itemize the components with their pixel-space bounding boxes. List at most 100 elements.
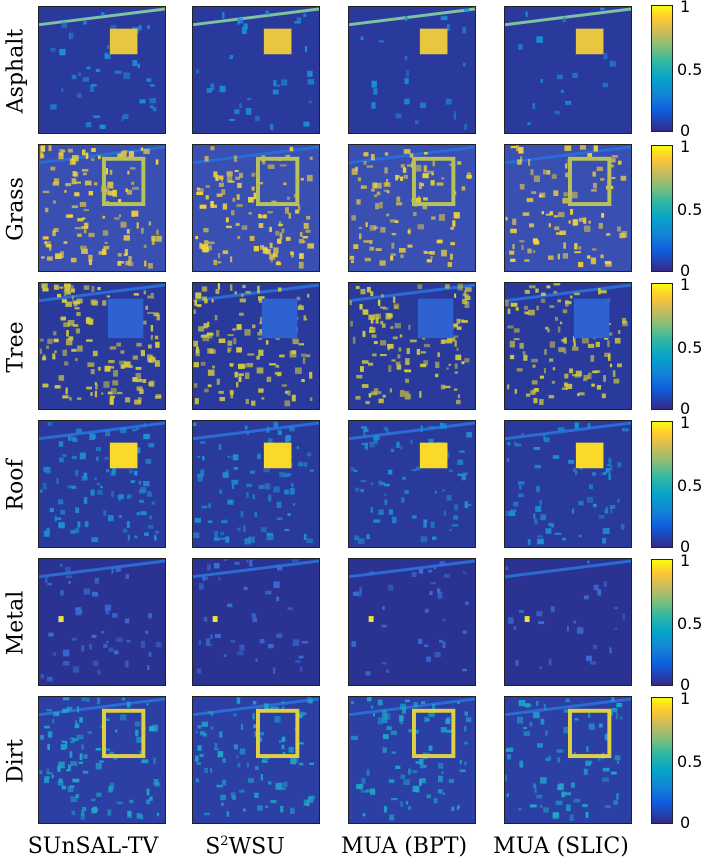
map-pixel-cluster — [263, 468, 270, 473]
map-pixel-cluster — [85, 122, 92, 128]
map-pixel-cluster — [196, 191, 204, 196]
map-feature — [524, 616, 530, 622]
map-pixel-cluster — [227, 349, 230, 353]
row-label-tree: Tree — [0, 282, 32, 412]
map-pixel-cluster — [71, 455, 77, 459]
map-pixel-cluster — [140, 511, 147, 516]
map-pixel-cluster — [307, 79, 315, 85]
map-pixel-cluster — [197, 725, 202, 729]
map-pixel-cluster — [381, 294, 384, 298]
map-pixel-cluster — [251, 400, 256, 406]
map-pixel-cluster — [609, 60, 616, 67]
map-pixel-cluster — [135, 366, 142, 370]
map-pixel-cluster — [426, 794, 431, 799]
map-pixel-cluster — [561, 537, 566, 541]
map-pixel-cluster — [229, 55, 234, 60]
map-pixel-cluster — [215, 289, 220, 295]
map-pixel-cluster — [125, 618, 130, 624]
map-pixel-cluster — [509, 354, 515, 360]
map-pixel-cluster — [382, 734, 389, 740]
map-pixel-cluster — [251, 172, 256, 177]
map-pixel-cluster — [562, 253, 568, 259]
map-pixel-cluster — [60, 316, 66, 321]
map-pixel-cluster — [132, 355, 138, 360]
map-background — [193, 421, 319, 547]
map-pixel-cluster — [86, 66, 91, 70]
map-pixel-cluster — [520, 433, 525, 436]
map-pixel-cluster — [564, 373, 569, 379]
map-pixel-cluster — [127, 493, 132, 498]
map-pixel-cluster — [95, 446, 101, 452]
map-pixel-cluster — [595, 341, 600, 348]
map-pixel-cluster — [97, 287, 101, 291]
map-pixel-cluster — [605, 467, 611, 473]
map-pixel-cluster — [407, 244, 413, 248]
map-pixel-cluster — [445, 98, 452, 105]
map-pixel-cluster — [91, 83, 97, 87]
map-pixel-cluster — [81, 809, 84, 816]
map-pixel-cluster — [367, 362, 374, 366]
map-pixel-cluster — [117, 495, 122, 499]
map-pixel-cluster — [411, 571, 417, 578]
map-pixel-cluster — [349, 255, 355, 260]
map-pixel-cluster — [611, 176, 616, 180]
map-pixel-cluster — [217, 261, 222, 264]
map-pixel-cluster — [239, 298, 246, 303]
map-pixel-cluster — [62, 349, 68, 357]
map-pixel-cluster — [357, 177, 362, 182]
map-pixel-cluster — [510, 509, 517, 512]
map-pixel-cluster — [236, 651, 244, 656]
map-feature — [102, 156, 146, 207]
map-pixel-cluster — [370, 507, 374, 513]
map-pixel-cluster — [81, 806, 87, 812]
map-pixel-cluster — [452, 220, 456, 227]
map-pixel-cluster — [406, 348, 410, 354]
map-pixel-cluster — [247, 353, 255, 356]
map-pixel-cluster — [441, 249, 447, 257]
map-pixel-cluster — [375, 318, 379, 324]
map-pixel-cluster — [428, 425, 435, 429]
map-pixel-cluster — [557, 784, 562, 791]
map-pixel-cluster — [395, 174, 398, 181]
map-pixel-cluster — [130, 167, 136, 170]
map-background — [505, 559, 631, 685]
map-pixel-cluster — [53, 284, 59, 290]
map-pixel-cluster — [428, 745, 433, 751]
map-pixel-cluster — [103, 643, 108, 648]
map-pixel-cluster — [464, 123, 468, 130]
map-pixel-cluster — [522, 351, 526, 355]
map-pixel-cluster — [354, 535, 360, 541]
map-pixel-cluster — [273, 80, 277, 87]
map-pixel-cluster — [276, 517, 283, 521]
map-pixel-cluster — [388, 779, 395, 783]
map-pixel-cluster — [620, 523, 625, 530]
map-pixel-cluster — [204, 299, 208, 304]
map-pixel-cluster — [216, 193, 223, 197]
colorbar — [651, 145, 673, 272]
map-pixel-cluster — [105, 608, 110, 615]
map-pixel-cluster — [203, 812, 210, 816]
map-pixel-cluster — [404, 391, 409, 394]
map-pixel-cluster — [377, 301, 381, 305]
map-pixel-cluster — [392, 336, 398, 340]
map-pixel-cluster — [70, 796, 78, 803]
map-pixel-cluster — [309, 397, 313, 401]
map-pixel-cluster — [92, 350, 98, 357]
map-pixel-cluster — [420, 102, 426, 109]
map-pixel-cluster — [117, 391, 123, 395]
map-pixel-cluster — [225, 225, 232, 229]
map-pixel-cluster — [236, 755, 239, 759]
map-pixel-cluster — [81, 226, 88, 230]
map-pixel-cluster — [273, 247, 279, 254]
map-pixel-cluster — [214, 748, 219, 751]
map-pixel-cluster — [69, 396, 72, 401]
map-pixel-cluster — [42, 236, 49, 240]
map-pixel-cluster — [540, 718, 545, 725]
map-pixel-cluster — [299, 231, 303, 237]
map-pixel-cluster — [125, 397, 131, 403]
map-pixel-cluster — [306, 538, 314, 543]
map-pixel-cluster — [281, 701, 286, 704]
map-pixel-cluster — [236, 194, 240, 200]
abundance-map-image — [349, 7, 475, 133]
